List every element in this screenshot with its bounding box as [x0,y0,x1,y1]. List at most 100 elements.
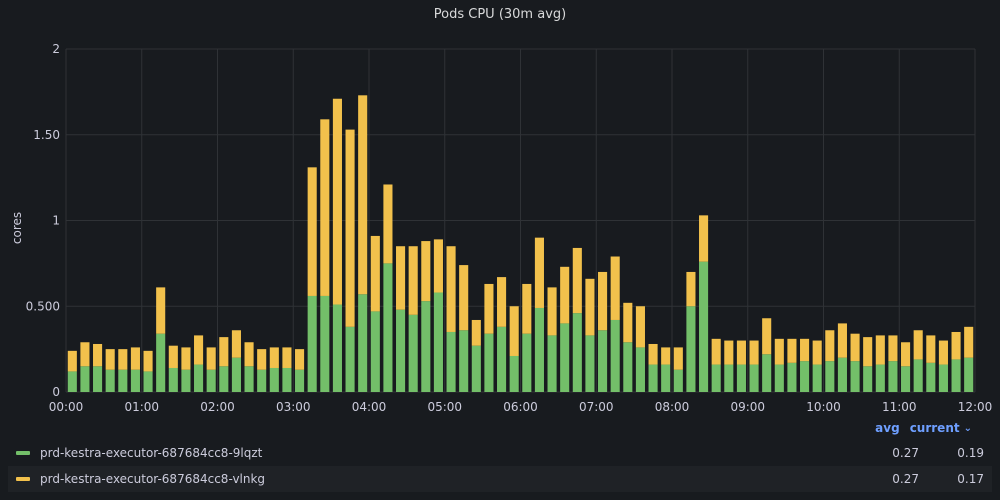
bar-segment-vlnkg [497,277,507,327]
legend-series-name: prd-kestra-executor-687684cc8-9lqzt [40,446,263,460]
bar-segment-9lqzt [598,330,608,392]
bar-segment-vlnkg [332,98,342,305]
legend-row[interactable]: prd-kestra-executor-687684cc8-vlnkg 0.27… [8,466,992,492]
legend-avg-value: 0.27 [892,472,919,486]
bar-segment-9lqzt [863,366,873,392]
bar-segment-9lqzt [257,369,267,392]
bar-segment-vlnkg [951,331,961,360]
legend-current-header[interactable]: current ⌄ [910,421,972,435]
bar-segment-vlnkg [219,337,229,367]
legend-avg-value: 0.27 [892,446,919,460]
bar-segment-9lqzt [156,333,166,392]
legend-row[interactable]: prd-kestra-executor-687684cc8-9lqzt 0.27… [8,440,992,466]
bar-segment-9lqzt [623,342,633,392]
bar-segment-9lqzt [269,367,279,392]
bar-segment-9lqzt [206,369,216,392]
bar-segment-9lqzt [736,364,746,392]
bar-segment-vlnkg [888,335,898,362]
bar-segment-9lqzt [635,347,645,392]
bar-segment-9lqzt [332,304,342,392]
bar-segment-9lqzt [774,364,784,392]
bar-segment-9lqzt [231,357,241,392]
bar-segment-9lqzt [901,366,911,392]
bar-series [67,95,974,393]
bar-segment-vlnkg [383,184,393,264]
panel-title[interactable]: Pods CPU (30m avg) [433,7,567,22]
bar-segment-vlnkg [699,215,709,262]
bar-segment-vlnkg [257,349,267,370]
bar-segment-vlnkg [850,333,860,362]
bar-segment-vlnkg [812,340,822,365]
bar-segment-9lqzt [130,369,140,392]
bar-segment-vlnkg [711,338,721,365]
bar-segment-vlnkg [408,246,418,315]
bar-segment-vlnkg [875,335,885,365]
bar-segment-vlnkg [194,335,204,365]
bar-segment-vlnkg [307,167,317,296]
bar-segment-vlnkg [648,343,658,365]
y-tick-label: 2 [52,42,60,56]
bar-segment-vlnkg [926,335,936,363]
bar-segment-9lqzt [938,364,948,392]
bar-segment-vlnkg [749,340,759,365]
bar-segment-9lqzt [762,354,772,392]
bar-segment-9lqzt [749,364,759,392]
bar-segment-9lqzt [484,333,494,392]
bar-segment-9lqzt [307,295,317,392]
bar-segment-vlnkg [345,129,355,327]
y-tick-label: 0 [52,385,60,399]
bar-segment-9lqzt [67,371,77,392]
bar-segment-9lqzt [118,369,128,392]
bar-segment-9lqzt [837,357,847,392]
bar-segment-vlnkg [635,306,645,348]
bar-segment-9lqzt [421,301,431,392]
bar-segment-vlnkg [964,326,974,358]
bar-segment-9lqzt [888,361,898,392]
bar-segment-9lqzt [951,359,961,392]
legend-avg-header[interactable]: avg [875,421,900,435]
bar-segment-vlnkg [800,338,810,362]
bar-segment-9lqzt [522,333,532,392]
y-tick-label: 1.50 [33,128,60,142]
bar-segment-vlnkg [206,347,216,370]
x-tick-label: 12:00 [958,400,993,412]
x-tick-label: 06:00 [503,400,538,412]
bar-segment-vlnkg [459,265,469,331]
bar-segment-vlnkg [295,349,305,370]
bar-segment-9lqzt [875,364,885,392]
y-tick-label: 0.500 [26,299,60,313]
bar-segment-9lqzt [913,359,923,392]
grid-lines [65,48,976,393]
bar-segment-vlnkg [396,246,406,310]
x-tick-label: 08:00 [655,400,690,412]
bar-segment-9lqzt [661,364,671,392]
y-axis-ticks: 0 0.500 1 1.50 2 [26,42,60,399]
bar-segment-9lqzt [446,331,456,392]
legend-current-value: 0.17 [957,472,984,486]
legend-header: avg current ⌄ [860,421,972,435]
bar-segment-9lqzt [648,364,658,392]
bar-segment-9lqzt [93,366,103,392]
bar-segment-9lqzt [699,261,709,392]
bar-segment-vlnkg [787,338,797,363]
bar-segment-vlnkg [938,340,948,365]
series-color-swatch [16,477,30,481]
bar-segment-vlnkg [863,337,873,367]
x-tick-label: 10:00 [806,400,841,412]
bar-segment-vlnkg [181,347,191,370]
bar-segment-9lqzt [345,326,355,392]
bar-segment-9lqzt [396,309,406,392]
bar-segment-vlnkg [80,342,90,367]
bar-segment-vlnkg [105,349,115,370]
bar-segment-vlnkg [673,347,683,370]
bar-segment-vlnkg [547,287,557,336]
bar-segment-vlnkg [736,340,746,365]
bar-segment-9lqzt [534,307,544,392]
bar-segment-vlnkg [118,349,128,370]
bar-segment-vlnkg [534,237,544,308]
bar-segment-vlnkg [484,283,494,334]
bar-segment-vlnkg [168,345,178,368]
y-axis-label: cores [10,212,24,244]
bar-segment-vlnkg [421,241,431,302]
